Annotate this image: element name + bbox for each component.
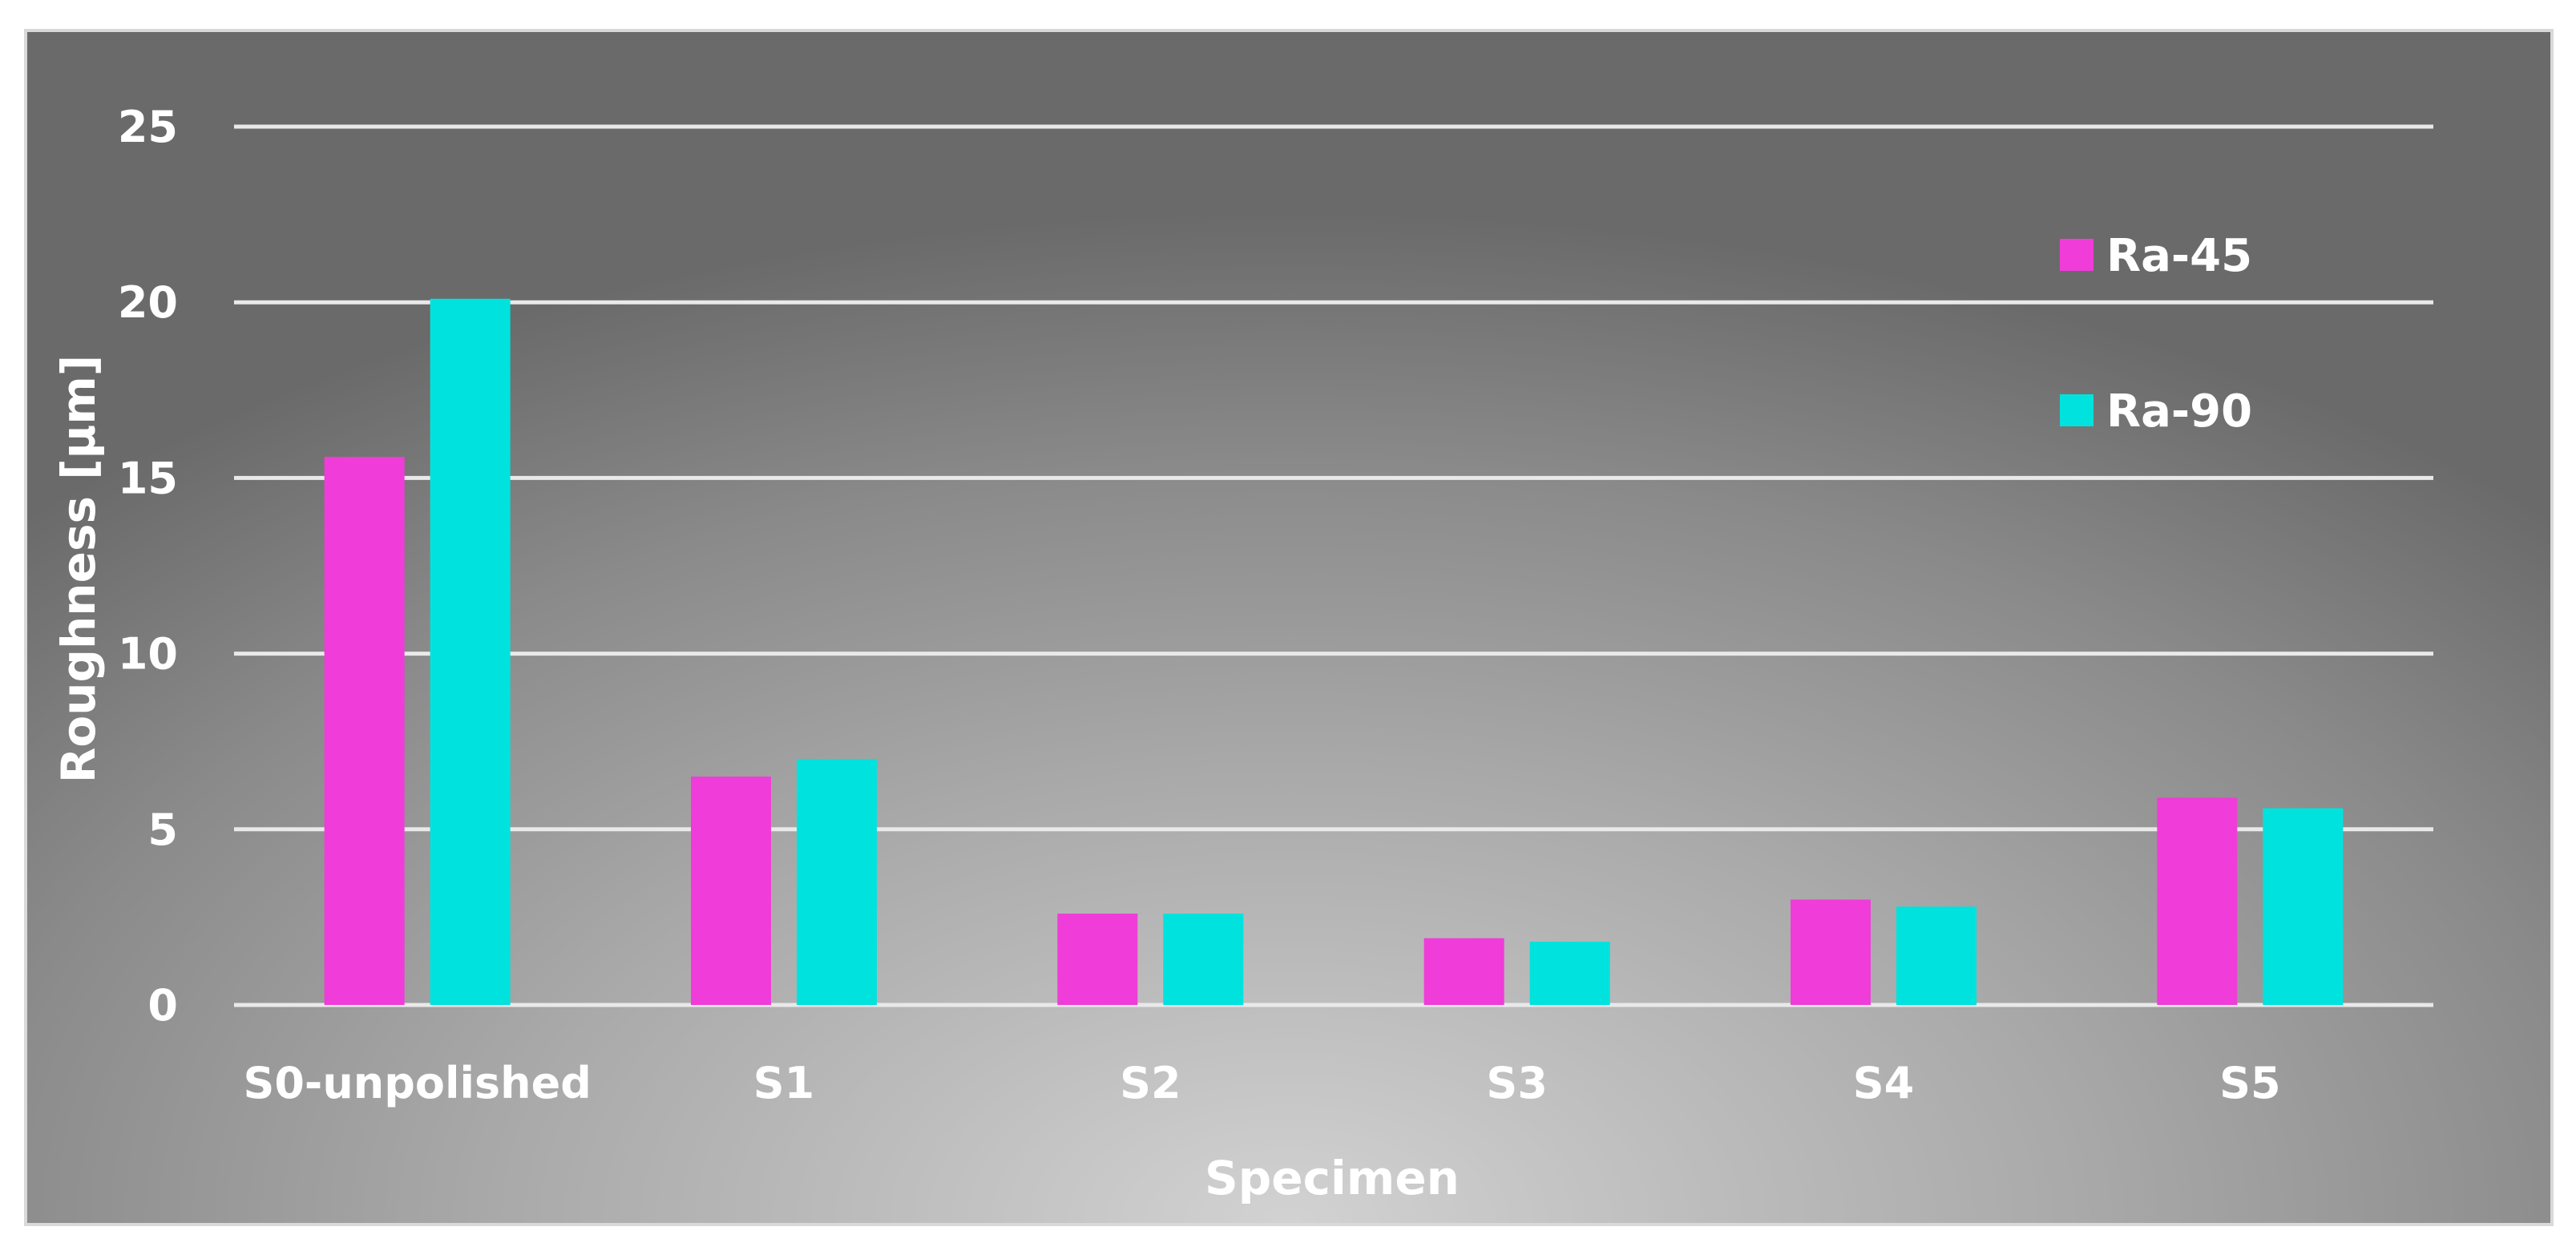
x-axis-categories: S0-unpolished S1 S2 S3 S4 S5 <box>243 1058 2280 1108</box>
bar-ra-90-s0-unpolished <box>430 298 511 1005</box>
y-tick-label: 15 <box>118 453 178 503</box>
bar-ra-45-s1 <box>691 777 771 1005</box>
legend-swatch-ra-90 <box>2060 394 2094 426</box>
x-tick-label: S0-unpolished <box>243 1058 591 1108</box>
bar-ra-90-s2 <box>1163 914 1244 1005</box>
y-tick-label: 5 <box>147 805 178 855</box>
bar-ra-45-s4 <box>1791 899 1871 1005</box>
legend-label-ra-45: Ra-45 <box>2106 230 2252 282</box>
bar-ra-45-s3 <box>1423 938 1504 1005</box>
y-tick-label: 0 <box>147 980 178 1031</box>
gridlines <box>234 124 2433 1007</box>
x-axis-title: Specimen <box>1205 1151 1460 1205</box>
y-axis-title: Roughness [µm] <box>51 355 106 784</box>
bar-ra-45-s2 <box>1057 914 1138 1005</box>
x-tick-label: S4 <box>1853 1058 1914 1108</box>
bar-ra-90-s5 <box>2263 808 2344 1005</box>
x-tick-label: S1 <box>753 1058 814 1108</box>
legend: Ra-45 Ra-90 <box>2060 230 2252 438</box>
bar-ra-45-s0-unpolished <box>324 457 405 1005</box>
legend-label-ra-90: Ra-90 <box>2106 385 2252 438</box>
x-tick-label: S3 <box>1486 1058 1547 1108</box>
bar-ra-90-s4 <box>1896 906 1976 1005</box>
legend-swatch-ra-45 <box>2060 239 2094 271</box>
bars <box>324 298 2344 1005</box>
y-tick-label: 20 <box>118 277 178 328</box>
bar-ra-45-s5 <box>2157 797 2238 1005</box>
bar-ra-90-s1 <box>797 759 877 1005</box>
bar-ra-90-s3 <box>1529 942 1610 1005</box>
y-tick-label: 25 <box>118 102 178 152</box>
y-axis-ticks: 0 5 10 15 20 25 <box>118 102 178 1031</box>
y-tick-label: 10 <box>118 629 178 680</box>
x-tick-label: S2 <box>1120 1058 1181 1108</box>
x-tick-label: S5 <box>2219 1058 2280 1108</box>
